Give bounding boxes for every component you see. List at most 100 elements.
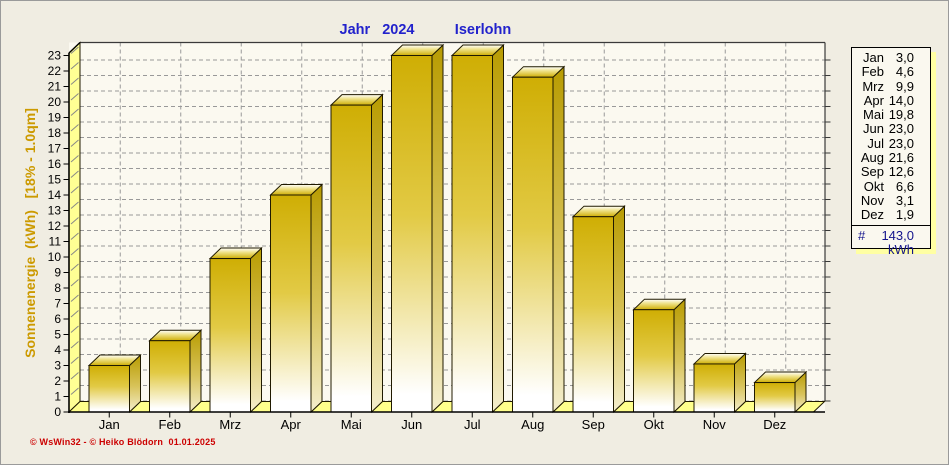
x-tick-label: Feb bbox=[159, 417, 181, 432]
y-tick-label: 22 bbox=[48, 64, 62, 78]
y-tick-label: 17 bbox=[48, 142, 62, 156]
y-tick-label: 5 bbox=[54, 328, 61, 342]
wall-hatch bbox=[70, 46, 79, 54]
y-tick-label: 20 bbox=[48, 95, 62, 109]
table-row-month: Feb bbox=[861, 64, 884, 80]
bar-mrz bbox=[208, 246, 263, 414]
bar-jul bbox=[450, 43, 505, 414]
bar-front-face bbox=[512, 76, 554, 413]
wall-hatch bbox=[70, 108, 79, 116]
x-tick-label: Jun bbox=[401, 417, 422, 432]
y-tick-label: 2 bbox=[54, 374, 61, 388]
bar-side-face bbox=[552, 65, 565, 414]
table-row-month: Jun bbox=[863, 121, 884, 137]
x-tick-label: Aug bbox=[521, 417, 544, 432]
table-row: Dez 1,9 bbox=[852, 207, 930, 223]
chart-title-location: Iserlohn bbox=[455, 22, 511, 38]
wall-hatch bbox=[70, 341, 79, 349]
table-row-value: 6,6 bbox=[895, 178, 914, 194]
table-row: Jan 3,0 bbox=[852, 50, 930, 65]
table-row-value: 23,0 bbox=[888, 135, 914, 151]
bar-side-face bbox=[250, 246, 262, 414]
bar-front-face bbox=[754, 382, 796, 413]
bar-side-face bbox=[673, 298, 686, 414]
table-row-value: 3,1 bbox=[895, 192, 914, 208]
bar-okt bbox=[632, 298, 687, 414]
table-row: Feb 4,6 bbox=[852, 64, 930, 80]
y-tick-label: 0 bbox=[54, 405, 61, 419]
bar-jan bbox=[87, 353, 142, 414]
total-symbol: # bbox=[858, 227, 866, 243]
table-row: Nov 3,1 bbox=[852, 192, 930, 208]
table-row-value: 3,0 bbox=[895, 50, 914, 65]
y-tick-label: 14 bbox=[48, 188, 62, 202]
wall-hatch bbox=[70, 170, 79, 178]
y-tick-label: 7 bbox=[54, 297, 61, 311]
table-row-value: 9,9 bbox=[895, 78, 914, 94]
y-tick-label: 8 bbox=[54, 281, 61, 295]
bar-aug bbox=[511, 65, 566, 414]
y-tick-label: 21 bbox=[48, 80, 62, 94]
bar-nov bbox=[692, 352, 747, 414]
y-tick-label: 15 bbox=[48, 173, 62, 187]
frame-layer bbox=[80, 41, 831, 402]
y-tick-label: 12 bbox=[48, 219, 62, 233]
bar-side-face bbox=[310, 183, 323, 414]
x-tick-label: Nov bbox=[703, 417, 727, 432]
x-tick-label: Jul bbox=[464, 417, 481, 432]
table-row-value: 19,8 bbox=[888, 107, 914, 123]
table-row: Jun 23,0 bbox=[852, 121, 930, 137]
wall-hatch bbox=[70, 310, 79, 318]
y-axis-top-diagonal bbox=[68, 41, 81, 54]
axis-labels-layer: 01234567891011121314151617181920212223Ja… bbox=[48, 49, 787, 433]
y-tick-label: 23 bbox=[48, 49, 62, 63]
table-row-value: 23,0 bbox=[888, 121, 914, 137]
wall-hatch bbox=[70, 372, 79, 380]
table-row-month: Dez bbox=[860, 207, 884, 223]
wall-hatch bbox=[70, 217, 79, 225]
bar-front-face bbox=[572, 216, 614, 413]
table-row-month: Nov bbox=[860, 192, 884, 208]
bar-side-face bbox=[431, 43, 444, 414]
bar-front-face bbox=[693, 363, 735, 413]
bar-front-face bbox=[633, 309, 675, 413]
bars-layer bbox=[87, 43, 808, 414]
wall-hatch bbox=[70, 62, 79, 70]
y-tick-label: 1 bbox=[54, 390, 61, 404]
table-row: Mai 19,8 bbox=[852, 107, 930, 123]
table-row: Mrz 9,9 bbox=[852, 78, 930, 94]
wall-hatch bbox=[70, 356, 79, 364]
wall-hatch bbox=[70, 201, 79, 209]
table-row-month: Sep bbox=[860, 164, 884, 180]
x-tick-label: Okt bbox=[644, 417, 665, 432]
bar-front-face bbox=[88, 365, 130, 413]
monthly-summary-table: Jan 3,0 Feb 4,6 Mrz 9,9 Apr 14,0 Mai 19,8 Jun 23,0 J… bbox=[851, 47, 931, 256]
bar-front-face bbox=[209, 258, 251, 413]
wall-hatch bbox=[70, 248, 79, 256]
wall-hatch bbox=[70, 124, 79, 132]
bar-side-face bbox=[613, 205, 625, 414]
table-row-month: Okt bbox=[863, 178, 884, 194]
wall-hatch bbox=[70, 77, 79, 85]
bar-feb bbox=[148, 329, 203, 414]
y-tick-label: 9 bbox=[54, 266, 61, 280]
wall-hatch bbox=[70, 279, 79, 287]
bar-front-face bbox=[270, 194, 312, 413]
table-row-month: Apr bbox=[863, 92, 884, 108]
wall-hatch bbox=[70, 155, 79, 163]
table-row-month: Jul bbox=[867, 135, 884, 151]
bar-front-face bbox=[451, 55, 493, 413]
bar-side-face bbox=[371, 93, 383, 414]
table-row: Jul 23,0 bbox=[852, 135, 930, 151]
x-tick-label: Mrz bbox=[219, 417, 241, 432]
bar-front-face bbox=[391, 55, 433, 413]
wall-hatch bbox=[70, 294, 79, 302]
table-row-value: 1,9 bbox=[895, 207, 914, 223]
bar-dez bbox=[753, 370, 808, 414]
y-tick-label: 3 bbox=[54, 359, 61, 373]
total-value: 143,0 bbox=[881, 227, 914, 243]
bar-side-face bbox=[189, 329, 202, 414]
y-axis-title: Sonnenenergie (kWh) [18% - 1.0qm] bbox=[22, 108, 38, 358]
total-unit: kWh bbox=[888, 241, 914, 257]
